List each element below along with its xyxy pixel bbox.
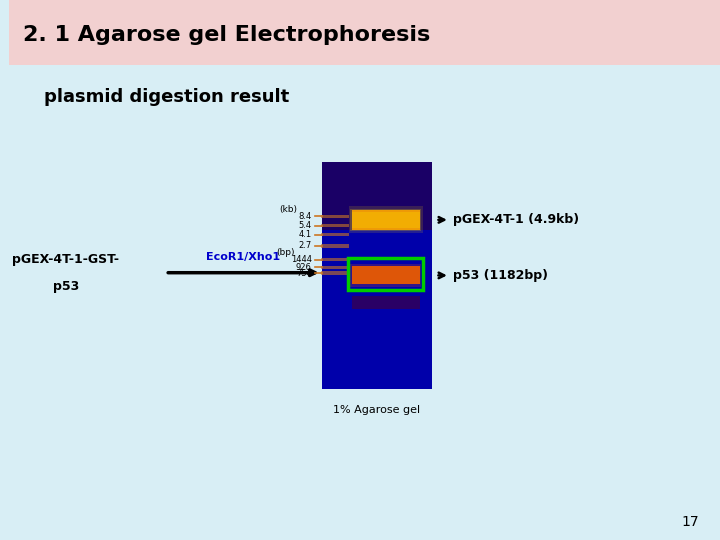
FancyBboxPatch shape — [321, 258, 348, 261]
Text: 1% Agarose gel: 1% Agarose gel — [333, 406, 420, 415]
FancyBboxPatch shape — [351, 266, 420, 285]
Text: 17: 17 — [681, 515, 698, 529]
FancyBboxPatch shape — [322, 162, 432, 230]
FancyBboxPatch shape — [322, 162, 432, 389]
Text: (kb): (kb) — [279, 205, 297, 214]
FancyBboxPatch shape — [321, 271, 348, 275]
Text: 5.4: 5.4 — [299, 221, 312, 230]
Text: pGEX-4T-1-GST-: pGEX-4T-1-GST- — [12, 253, 120, 266]
Text: p53: p53 — [53, 280, 79, 293]
Text: 8.4: 8.4 — [299, 212, 312, 221]
Text: 2.7: 2.7 — [299, 241, 312, 251]
FancyBboxPatch shape — [351, 266, 420, 285]
Text: 4.1: 4.1 — [299, 230, 312, 239]
Text: plasmid digestion result: plasmid digestion result — [45, 88, 289, 106]
FancyBboxPatch shape — [350, 264, 421, 287]
Text: EcoR1/Xho1: EcoR1/Xho1 — [207, 252, 281, 262]
Text: 1444: 1444 — [291, 255, 312, 264]
Text: 2. 1 Agarose gel Electrophoresis: 2. 1 Agarose gel Electrophoresis — [23, 25, 431, 45]
FancyBboxPatch shape — [348, 206, 423, 233]
Text: 754: 754 — [296, 268, 312, 278]
Text: pGEX-4T-1 (4.9kb): pGEX-4T-1 (4.9kb) — [454, 213, 580, 226]
FancyBboxPatch shape — [351, 212, 420, 228]
FancyBboxPatch shape — [321, 266, 348, 269]
FancyBboxPatch shape — [321, 214, 348, 218]
Text: (bp): (bp) — [276, 248, 294, 257]
Text: 926: 926 — [296, 263, 312, 272]
FancyBboxPatch shape — [9, 0, 720, 65]
FancyBboxPatch shape — [350, 209, 421, 231]
FancyBboxPatch shape — [321, 244, 348, 248]
FancyBboxPatch shape — [321, 224, 348, 227]
FancyBboxPatch shape — [351, 296, 420, 309]
FancyBboxPatch shape — [351, 210, 420, 230]
Text: p53 (1182bp): p53 (1182bp) — [454, 269, 549, 282]
FancyBboxPatch shape — [321, 233, 348, 237]
